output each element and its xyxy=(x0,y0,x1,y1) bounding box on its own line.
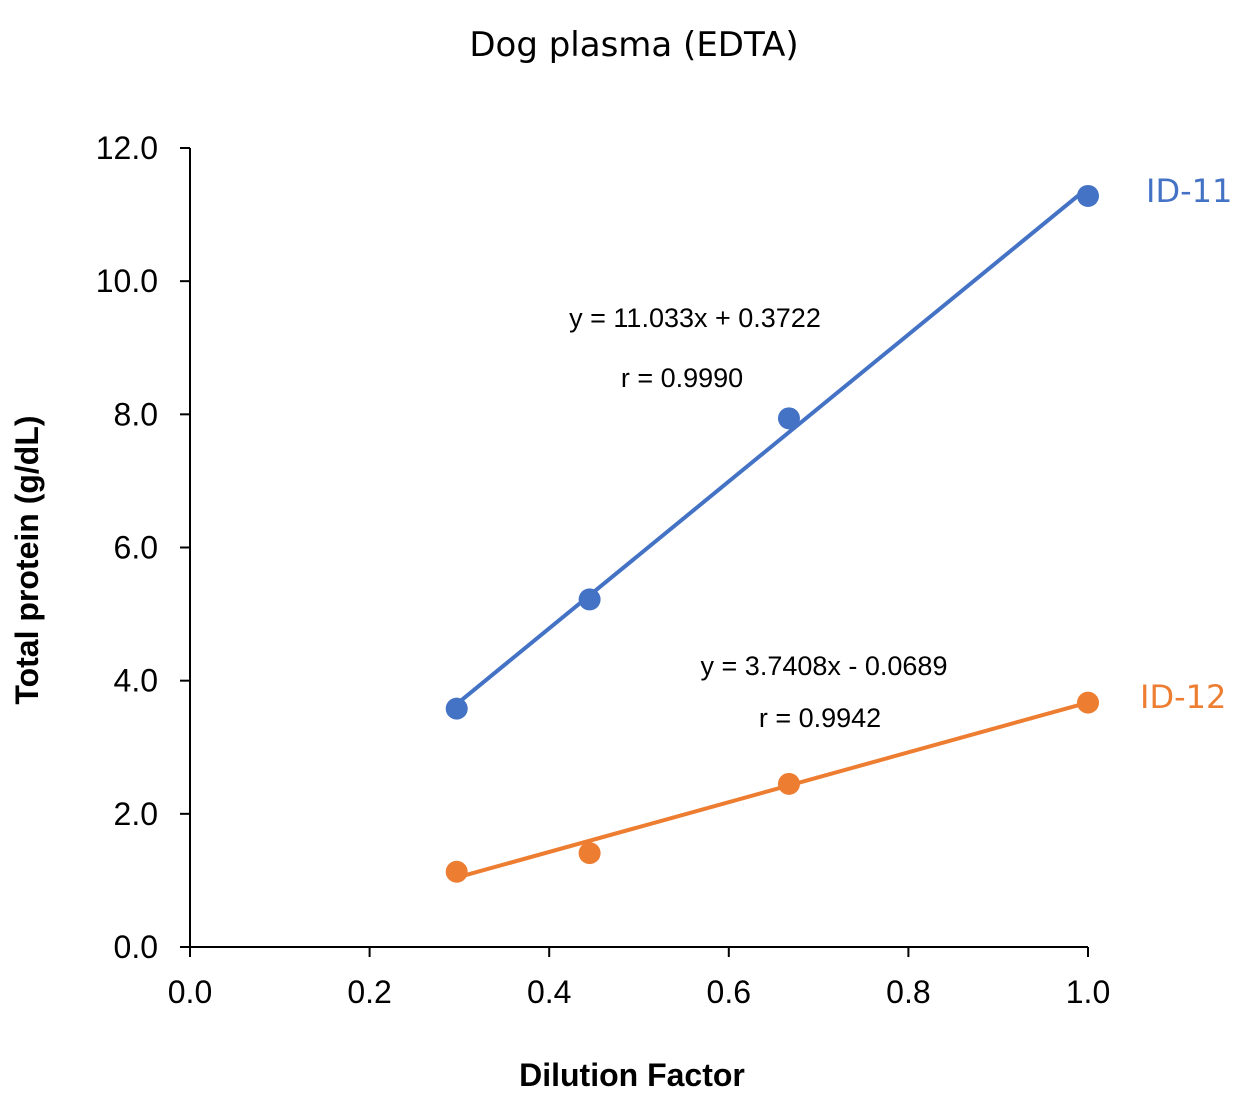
data-point xyxy=(445,697,468,720)
data-point xyxy=(578,588,601,611)
series-label: ID-11 xyxy=(1146,172,1232,210)
data-point xyxy=(445,860,468,883)
y-tick-label: 2.0 xyxy=(114,796,158,832)
chart-title: Dog plasma (EDTA) xyxy=(469,25,798,65)
correlation-label: r = 0.9990 xyxy=(621,363,743,393)
axes: 0.0 2.0 4.0 6.0 8.0 10.0 12.0 0.0 0.2 0.4 0.6 0.8 1.… xyxy=(96,130,1111,1010)
y-tick-label: 6.0 xyxy=(114,530,158,566)
x-tick-label: 0.6 xyxy=(707,974,751,1010)
trendline xyxy=(456,700,1089,880)
data-point xyxy=(578,842,601,865)
data-point xyxy=(777,772,800,795)
x-axis-label: Dilution Factor xyxy=(519,1057,745,1093)
trendline-equation: y = 11.033x + 0.3722 xyxy=(569,303,821,333)
y-tick-label: 12.0 xyxy=(96,130,158,166)
y-tick-label: 8.0 xyxy=(114,396,158,432)
x-tick-label: 0.4 xyxy=(527,974,571,1010)
y-tick-label: 10.0 xyxy=(96,263,158,299)
x-tick-label: 1.0 xyxy=(1066,974,1110,1010)
x-tick-label: 0.0 xyxy=(168,974,212,1010)
data-point xyxy=(1077,691,1099,714)
y-axis-label: Total protein (g/dL) xyxy=(9,415,45,704)
series-label: ID-12 xyxy=(1140,678,1226,716)
trendline xyxy=(455,186,1090,706)
y-tick-label: 0.0 xyxy=(114,929,158,965)
plot-area: ID-11 y = 11.033x + 0.3722 r = 0.9990 ID-12… xyxy=(445,172,1232,883)
correlation-label: r = 0.9942 xyxy=(759,703,881,733)
trendline-equation: y = 3.7408x - 0.0689 xyxy=(701,651,948,681)
data-point xyxy=(1077,184,1099,207)
y-tick-label: 4.0 xyxy=(114,663,158,699)
x-tick-label: 0.2 xyxy=(347,974,391,1010)
x-tick-label: 0.8 xyxy=(886,974,930,1010)
data-point xyxy=(777,407,800,430)
